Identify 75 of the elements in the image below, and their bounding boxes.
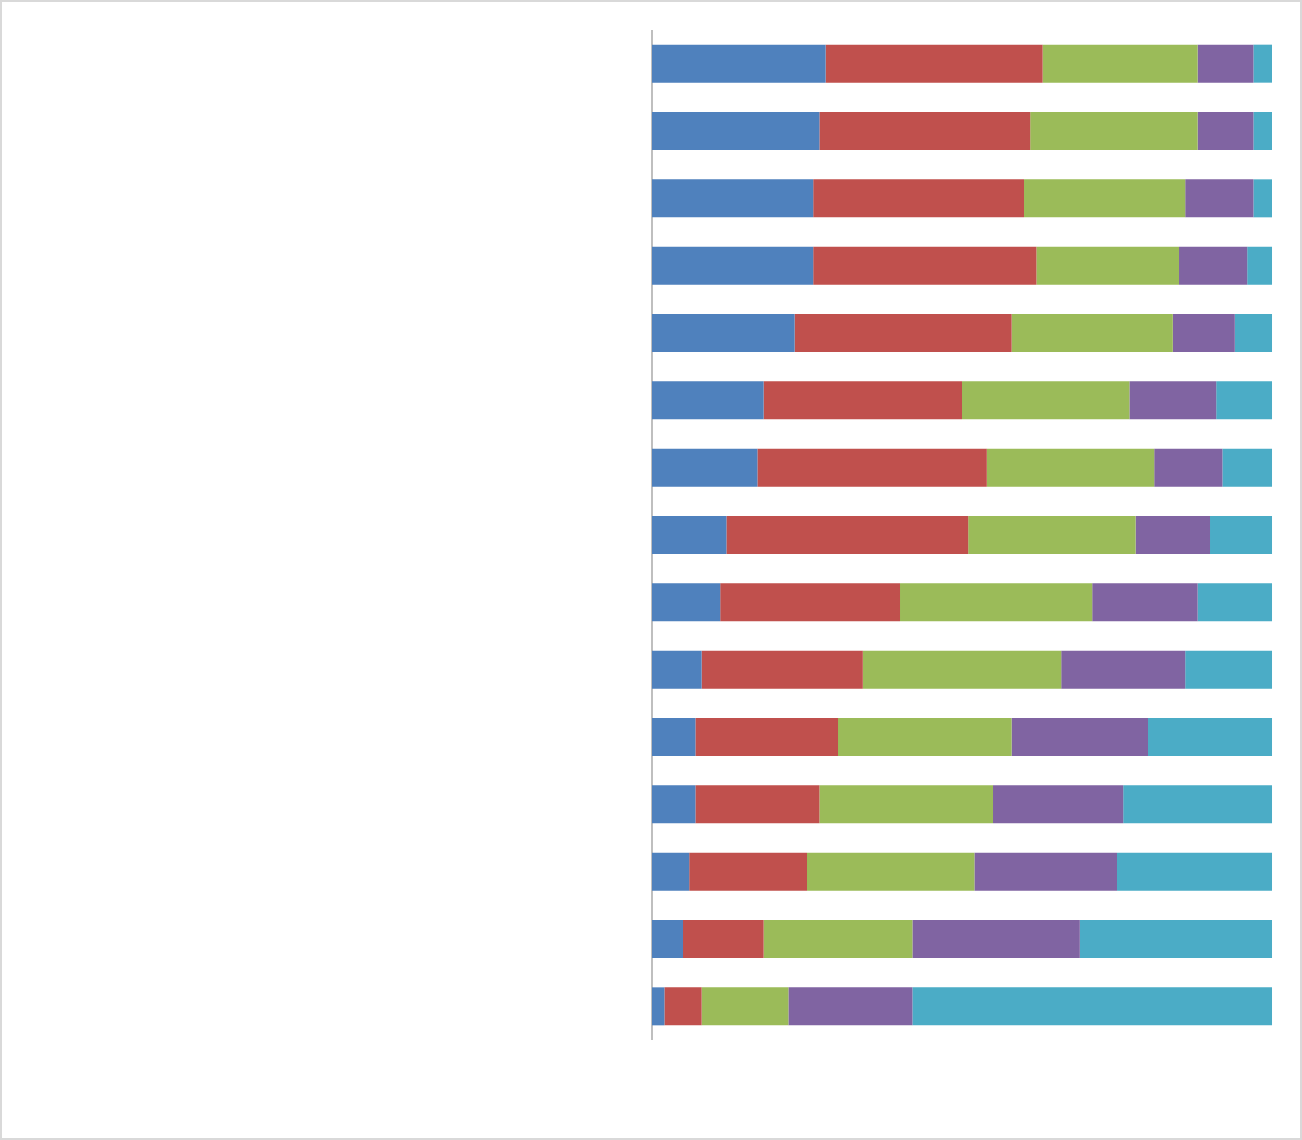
bar [1197,583,1273,622]
bar [720,583,901,622]
bar [1185,650,1273,689]
bar [819,112,1031,150]
bar [825,44,1043,83]
bar [1123,785,1273,824]
bar [1135,516,1211,555]
bar [701,987,789,1026]
bar [1234,314,1273,353]
bar [757,448,987,487]
bar [968,516,1136,555]
bar [1197,112,1254,150]
bar [652,246,814,285]
bar [726,516,969,555]
bar [652,112,820,150]
bar [652,516,727,555]
bar [695,718,839,757]
bar [900,583,1093,622]
bar [652,44,826,83]
bar [986,448,1155,487]
bar [807,852,975,891]
bar [912,920,1080,959]
bar [1036,246,1180,285]
bar [912,987,1273,1026]
bar [1185,179,1254,218]
bar [652,381,764,420]
bar [652,852,690,891]
bar [819,785,994,824]
bar [962,381,1130,420]
bar [1222,448,1273,487]
bar [1216,381,1273,420]
bar [763,920,913,959]
bar [838,718,1012,757]
bar [652,718,696,757]
bar [652,650,702,689]
bar [1247,246,1273,285]
bar [1210,516,1273,555]
bar [1253,179,1273,218]
bar [1011,718,1149,757]
bar [813,246,1037,285]
bar [813,179,1025,218]
bar [993,785,1124,824]
bar [1117,852,1273,891]
bar [1042,44,1198,83]
bar [1154,448,1223,487]
bar [1172,314,1235,353]
bar [1197,44,1254,83]
bar [1092,583,1198,622]
bar [1079,920,1273,959]
bar [652,785,696,824]
bar [1030,112,1198,150]
bar [862,650,1062,689]
bar [664,987,702,1026]
bar [701,650,863,689]
bar [1129,381,1217,420]
bar [1253,112,1273,150]
bar [652,314,795,353]
bar [1148,718,1273,757]
bar [652,987,665,1026]
bar [689,852,808,891]
bar [683,920,764,959]
bar [974,852,1118,891]
bar [695,785,820,824]
bar [763,381,963,420]
bar [652,583,721,622]
bar [1024,179,1186,218]
bar [788,987,913,1026]
bar [652,920,684,959]
bar [1061,650,1186,689]
bar [652,448,758,487]
bar [1253,44,1273,83]
bar [652,179,814,218]
bar [794,314,1012,353]
bar [1179,246,1248,285]
bar [1011,314,1173,353]
